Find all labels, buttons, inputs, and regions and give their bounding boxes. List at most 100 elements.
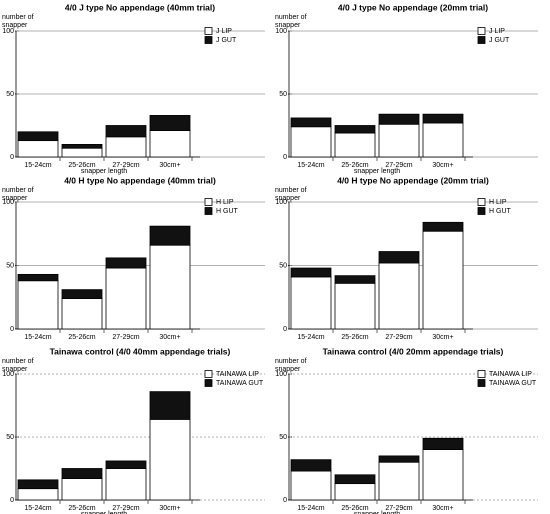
bar-segment	[378, 455, 420, 463]
x-tick-label: 25-26cm	[68, 505, 95, 512]
x-tick-label: 30cm+	[432, 162, 453, 169]
bar-segment	[334, 132, 376, 158]
x-axis-label: snapper length	[354, 168, 400, 175]
y-tick-label: 0	[283, 154, 287, 161]
chart-title: Tainawa control (4/0 20mm appendage tria…	[323, 346, 504, 356]
y-axis-label: number of snapper	[275, 358, 307, 373]
y-tick-label: 50	[6, 262, 14, 269]
legend-swatch	[204, 27, 213, 35]
x-tick-label: 27-29cm	[385, 162, 412, 169]
bar-segment	[334, 282, 376, 330]
bar-segment	[290, 267, 332, 278]
bar-segment	[149, 130, 191, 158]
legend-swatch	[204, 207, 213, 215]
x-tick-label: 27-29cm	[112, 334, 139, 341]
bar-segment	[17, 140, 59, 158]
x-axis-label: snapper length	[81, 168, 127, 175]
bar-segment	[17, 280, 59, 330]
y-tick-label: 50	[279, 434, 287, 441]
x-axis-label: snapper length	[354, 511, 400, 514]
bar-segment	[422, 221, 464, 232]
bar-segment	[378, 113, 420, 125]
y-tick-label: 50	[6, 434, 14, 441]
x-axis-label: snapper length	[81, 511, 127, 514]
legend-label: J GUT	[216, 37, 237, 44]
y-tick-label: 50	[279, 91, 287, 98]
legend-swatch	[204, 198, 213, 206]
chart-title: 4/0 H type No appendage (40mm trial)	[64, 175, 216, 185]
y-tick-label: 0	[283, 497, 287, 504]
x-tick-label: 15-24cm	[24, 162, 51, 169]
bar-segment	[149, 391, 191, 420]
bar-segment	[334, 483, 376, 501]
x-tick-label: 25-26cm	[68, 162, 95, 169]
y-tick-label: 100	[275, 28, 287, 35]
x-tick-label: 30cm+	[159, 334, 180, 341]
bar-segment	[378, 123, 420, 158]
bar-segment	[105, 257, 147, 269]
bar-segment	[17, 488, 59, 501]
bar-segment	[290, 126, 332, 158]
bar-segment	[61, 143, 103, 149]
chart-title: 4/0 H type No appendage (20mm trial)	[337, 175, 489, 185]
x-tick-label: 25-26cm	[341, 505, 368, 512]
y-axis-label: number of snapper	[2, 14, 34, 29]
bar-segment	[149, 418, 191, 501]
x-tick-label: 25-26cm	[68, 334, 95, 341]
y-tick-label: 100	[275, 371, 287, 378]
x-tick-label: 27-29cm	[112, 505, 139, 512]
bar-segment	[61, 147, 103, 158]
legend-label: TAINAWA GUT	[216, 380, 264, 387]
y-axis-label: number of snapper	[2, 358, 34, 373]
y-tick-label: 100	[2, 199, 14, 206]
legend-swatch	[477, 27, 486, 35]
bar-segment	[17, 479, 59, 490]
x-tick-label: 15-24cm	[297, 334, 324, 341]
legend-label: H GUT	[489, 208, 512, 215]
x-tick-label: 15-24cm	[297, 505, 324, 512]
x-tick-label: 15-24cm	[297, 162, 324, 169]
bar-segment	[17, 131, 59, 142]
bar-segment	[105, 468, 147, 501]
y-tick-label: 100	[2, 28, 14, 35]
bar-segment	[422, 230, 464, 330]
bar-segment	[149, 115, 191, 131]
bar-segment	[61, 468, 103, 479]
bar-segment	[334, 474, 376, 485]
legend-label: H LIP	[216, 199, 234, 206]
legend-label: TAINAWA GUT	[489, 380, 537, 387]
y-tick-label: 0	[283, 326, 287, 333]
y-axis-label: number of snapper	[2, 187, 34, 202]
chart-title: Tainawa control (4/0 40mm appendage tria…	[50, 346, 231, 356]
legend-label: TAINAWA LIP	[489, 371, 532, 378]
y-tick-label: 100	[2, 371, 14, 378]
bar-segment	[422, 449, 464, 501]
bar-segment	[61, 289, 103, 299]
x-tick-label: 30cm+	[159, 162, 180, 169]
bar-segment	[334, 125, 376, 134]
bar-segment	[149, 244, 191, 330]
x-tick-label: 30cm+	[432, 505, 453, 512]
bar-segment	[422, 122, 464, 158]
bar-segment	[105, 460, 147, 469]
bar-segment	[422, 113, 464, 124]
legend-label: TAINAWA LIP	[216, 371, 259, 378]
legend-swatch	[477, 379, 486, 387]
bar-segment	[378, 461, 420, 501]
bar-segment	[290, 470, 332, 501]
y-tick-label: 0	[10, 326, 14, 333]
bar-segment	[105, 125, 147, 138]
bar-segment	[105, 136, 147, 158]
chart-title: 4/0 J type No appendage (20mm trial)	[338, 2, 488, 12]
x-tick-label: 30cm+	[159, 505, 180, 512]
bar-segment	[378, 251, 420, 264]
bar-segment	[290, 459, 332, 472]
legend-swatch	[477, 207, 486, 215]
bar-segment	[334, 275, 376, 284]
x-tick-label: 27-29cm	[385, 505, 412, 512]
y-axis-label: number of snapper	[275, 14, 307, 29]
legend-label: J LIP	[489, 28, 505, 35]
bar-segment	[378, 262, 420, 330]
